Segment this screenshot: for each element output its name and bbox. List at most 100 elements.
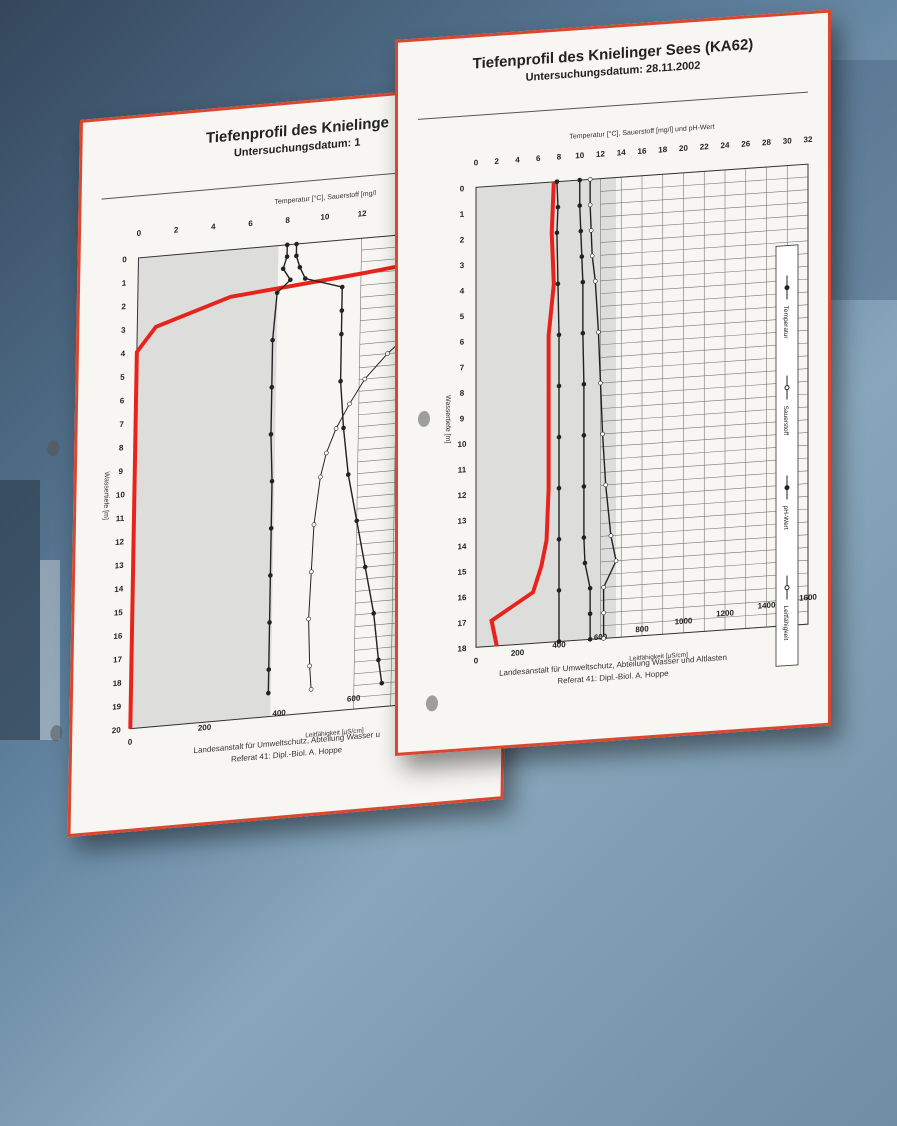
top-tick-label: 10 — [575, 151, 584, 161]
grid-line-horizontal — [600, 611, 808, 627]
top-tick-label: 0 — [474, 158, 479, 167]
series-point — [581, 484, 587, 489]
depth-tick-label: 17 — [113, 655, 123, 665]
series-point — [601, 636, 606, 641]
series-point — [341, 425, 346, 431]
legend-entry: Temperatur — [782, 305, 789, 339]
series-point — [267, 620, 272, 625]
legend-swatch-marker — [784, 585, 790, 591]
shaded-region — [130, 245, 279, 729]
legend-entry: Leitfähigkeit — [782, 605, 789, 640]
series-point — [288, 277, 293, 283]
series-line — [589, 179, 617, 639]
grid-line-horizontal — [600, 214, 808, 231]
bottom-tick-label: 400 — [272, 708, 286, 718]
series-point — [284, 254, 290, 259]
series-point — [587, 611, 593, 617]
series-point — [601, 610, 606, 616]
bottom-tick-label: 1000 — [675, 616, 693, 626]
depth-tick-label: 5 — [120, 373, 125, 382]
depth-tick-label: 9 — [118, 467, 123, 476]
grid-line-horizontal — [600, 189, 808, 205]
top-tick-label: 2 — [495, 157, 500, 166]
series-point — [270, 337, 275, 343]
top-tick-label: 16 — [638, 146, 647, 156]
depth-tick-label: 8 — [119, 443, 124, 452]
series-point — [308, 569, 314, 575]
series-point — [593, 278, 598, 284]
series-point — [362, 376, 368, 382]
depth-tick-label: 10 — [116, 490, 126, 500]
series-point — [580, 279, 586, 285]
grid-line-horizontal — [600, 457, 808, 473]
bottom-tick-label: 400 — [552, 640, 566, 650]
depth-tick-label: 4 — [460, 286, 465, 295]
plot-frame — [475, 163, 809, 648]
depth-tick-label: 14 — [458, 542, 467, 552]
series-point — [579, 254, 585, 259]
grid-line-horizontal — [600, 508, 808, 524]
top-tick-label: 32 — [804, 135, 813, 145]
series-point — [385, 351, 390, 356]
series-line — [267, 244, 292, 694]
series-point — [324, 450, 329, 456]
series-point — [588, 228, 594, 233]
series-point — [554, 230, 560, 236]
depth-tick-label: 13 — [115, 561, 125, 571]
top-tick-label: 12 — [596, 149, 605, 159]
depth-tick-label: 6 — [460, 337, 465, 346]
top-tick-label: 24 — [721, 141, 730, 151]
bottom-axis-label: Leitfähigkeit [µS/cm] — [629, 652, 688, 663]
series-point — [556, 383, 562, 389]
depth-tick-label: 5 — [460, 312, 465, 321]
grid-line-horizontal — [600, 278, 808, 294]
series-point — [345, 472, 351, 477]
top-tick-label: 4 — [211, 222, 216, 231]
top-tick-label: 0 — [137, 229, 142, 238]
series-point — [608, 533, 614, 538]
top-tick-label: 10 — [320, 212, 330, 222]
grid-line-horizontal — [600, 240, 808, 256]
grid-line-horizontal — [600, 342, 808, 358]
depth-tick-label: 16 — [113, 631, 123, 641]
y-axis-label: Wassertiefe [m] — [444, 395, 451, 444]
legend-entry: pH-Wert — [782, 505, 789, 530]
grid-line-horizontal — [600, 406, 808, 422]
series-point — [318, 474, 323, 480]
top-tick-label: 8 — [285, 216, 290, 225]
depth-tick-label: 2 — [121, 302, 126, 311]
series-point — [603, 482, 608, 488]
bottom-tick-label: 800 — [635, 624, 649, 634]
depth-tick-label: 2 — [460, 235, 465, 244]
top-tick-label: 14 — [617, 148, 626, 158]
depth-tick-label: 3 — [460, 261, 465, 270]
right-plot-area: Temperatur [°C], Sauerstoff [mg/l] und p… — [418, 91, 817, 667]
bottom-tick-label: 0 — [474, 656, 479, 665]
series-point — [600, 431, 605, 437]
series-point — [302, 276, 308, 281]
series-point — [587, 177, 593, 182]
grid-line-horizontal — [600, 432, 808, 448]
series-point — [268, 573, 273, 578]
legend-entry: Sauerstoff — [782, 405, 789, 435]
depth-tick-label: 12 — [115, 537, 125, 547]
series-point — [581, 381, 587, 387]
depth-tick-label: 8 — [460, 389, 465, 398]
series-point — [297, 264, 303, 270]
y-axis-label: Wassertiefe [m] — [102, 471, 110, 520]
series-point — [556, 588, 562, 593]
grid-line-horizontal — [600, 496, 808, 512]
right-chart-sheet: Tiefenprofil des Knielinger Sees (KA62) … — [395, 9, 831, 757]
title-rule — [418, 91, 808, 120]
series-point — [268, 525, 274, 531]
grid-line-horizontal — [600, 291, 808, 307]
series-point — [379, 680, 385, 686]
grid-line-horizontal — [600, 547, 808, 563]
series-point — [294, 253, 299, 259]
grid-line-horizontal — [600, 368, 808, 384]
series-point — [266, 667, 272, 672]
grid-line-horizontal — [600, 521, 808, 537]
depth-tick-label: 18 — [113, 678, 123, 688]
top-tick-label: 8 — [557, 152, 562, 161]
